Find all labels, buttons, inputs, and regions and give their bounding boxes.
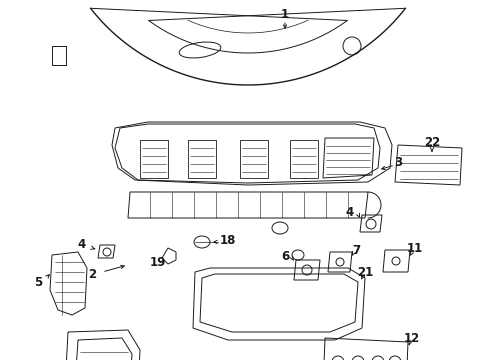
- Text: 7: 7: [352, 243, 360, 256]
- Text: 21: 21: [357, 266, 373, 279]
- Text: 12: 12: [404, 332, 420, 345]
- Text: 4: 4: [346, 206, 354, 219]
- Text: 6: 6: [281, 249, 289, 262]
- Text: 1: 1: [281, 8, 289, 21]
- Text: 19: 19: [150, 256, 166, 269]
- Text: 4: 4: [78, 238, 86, 252]
- Text: 2: 2: [88, 267, 96, 280]
- Text: 18: 18: [220, 234, 236, 247]
- Text: 22: 22: [424, 135, 440, 148]
- Text: 5: 5: [34, 275, 42, 288]
- Text: 3: 3: [394, 156, 402, 168]
- Text: 11: 11: [407, 242, 423, 255]
